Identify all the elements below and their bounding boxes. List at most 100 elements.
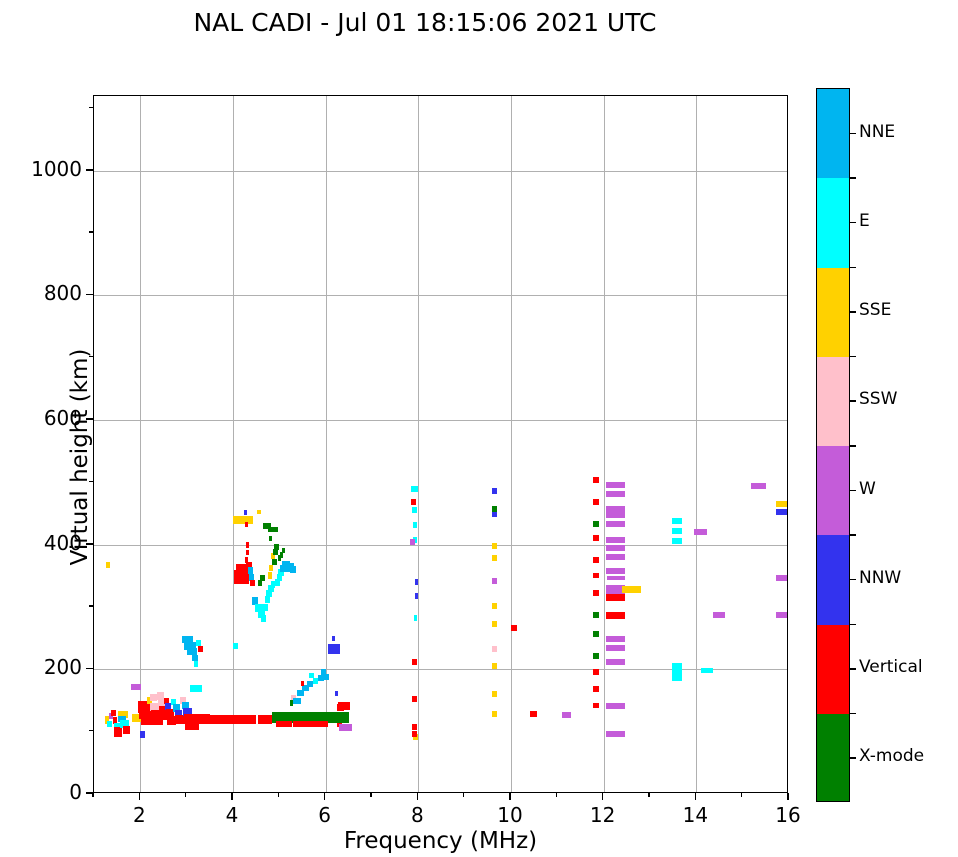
colorbar-band-nnw[interactable] [817,535,849,625]
echo-mark [593,535,600,542]
colorbar-band-w[interactable] [817,446,849,536]
echo-mark [622,586,641,594]
echo-mark [191,655,199,662]
colorbar-boundary-tick [850,445,856,447]
colorbar-boundary-tick [850,177,856,179]
echo-mark [412,723,417,730]
echo-mark [245,556,249,563]
echo-mark [593,499,600,506]
echo-mark [414,579,418,586]
x-tick [323,793,326,800]
colorbar-band-e[interactable] [817,178,849,268]
echo-mark [266,589,272,597]
colorbar-band-vertical[interactable] [817,624,849,715]
echo-mark [245,562,252,570]
echo-mark [274,544,279,551]
echo-mark [159,712,170,721]
echo-mark [606,636,625,643]
colorbar-boundary-tick [850,534,856,536]
x-tick-minor [92,793,94,797]
echo-mark [491,711,498,718]
echo-mark [182,702,189,709]
colorbar-label-sse: SSE [859,300,892,321]
colorbar-tick [850,489,856,492]
echo-mark [593,520,600,527]
plot-area[interactable] [93,95,788,793]
echo-mark [149,693,157,701]
colorbar-label-w: W [859,478,876,499]
y-tick-label: 1000 [31,156,82,181]
y-tick-minor [89,356,93,358]
echo-mark [529,711,537,718]
y-tick [86,293,93,296]
echo-mark [491,646,498,653]
echo-mark [491,691,498,698]
echo-mark [411,485,418,492]
echo-mark [269,565,273,572]
colorbar-band-ssw[interactable] [817,356,849,447]
echo-mark [338,701,351,710]
echo-mark [302,712,322,724]
echo-mark [337,721,342,728]
colorbar-band-sse[interactable] [817,267,849,358]
echo-mark [491,555,498,562]
x-tick [694,793,697,800]
x-tick-minor [462,793,465,797]
colorbar-band-nne[interactable] [817,89,849,179]
echo-mark [149,702,159,711]
echo-mark [283,712,303,724]
echo-mark [247,567,254,575]
echo-mark [606,567,625,574]
echo-mark [163,697,170,704]
echo-mark [412,731,417,738]
x-tick-minor [648,793,650,797]
echo-mark [593,631,600,638]
colorbar-label-nne: NNE [859,121,896,142]
y-tick-minor [89,106,93,109]
echo-mark [593,686,600,693]
echo-mark [193,661,199,668]
echo-mark [244,509,248,515]
x-tick-label: 8 [410,803,424,827]
x-tick-label: 4 [225,803,239,827]
echo-mark [114,726,122,737]
colorbar-label-ssw: SSW [859,389,898,410]
echo-mark [175,714,186,724]
gridline-vertical [233,96,234,792]
echo-mark [510,625,518,632]
echo-mark [251,596,259,605]
echo-mark [285,562,294,572]
echo-mark [593,573,600,579]
colorbar-tick [850,757,856,759]
colorbar-boundary-tick [850,355,856,358]
echo-mark [237,714,257,724]
echo-mark [491,577,498,584]
colorbar-label-nnw: NNW [859,567,902,588]
echo-mark [290,566,296,574]
colorbar[interactable] [816,88,850,802]
echo-mark [182,635,193,643]
page-title: NAL CADI - Jul 01 18:15:06 2021 UTC [193,8,657,37]
x-tick-minor [370,793,372,797]
echo-mark [195,639,202,646]
echo-mark [260,575,265,582]
echo-mark [491,505,498,512]
colorbar-band-x-mode[interactable] [817,713,849,801]
echo-mark [694,529,708,536]
x-axis-label: Frequency (MHz) [343,828,538,854]
colorbar-tick [850,132,856,135]
echo-mark [671,675,682,682]
x-tick-label: 16 [775,803,801,827]
echo-mark [491,542,498,549]
echo-mark [263,523,272,530]
echo-mark [606,554,625,561]
y-tick-label: 400 [43,530,82,555]
echo-mark [410,539,416,546]
echo-mark [338,724,352,732]
echo-mark [164,703,172,711]
echo-mark [327,644,340,655]
echo-mark [245,522,249,528]
x-tick [787,793,789,800]
echo-mark [183,707,192,716]
gridline-vertical [603,96,605,792]
